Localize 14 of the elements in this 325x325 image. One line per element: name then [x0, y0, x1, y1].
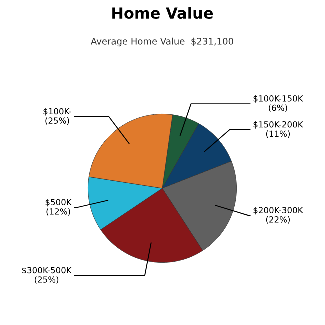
slice-label: $100K-	[44, 108, 72, 116]
slice-label: $300K-500K	[22, 267, 72, 275]
chart-title: Home Value	[112, 7, 214, 20]
data-label: (12%)	[46, 208, 70, 216]
data-label: (25%)	[46, 118, 70, 125]
chart-subtitle: Average Home Value $231,100	[91, 38, 234, 47]
slice-label: $150K-200K	[254, 121, 304, 129]
data-label: (11%)	[266, 130, 290, 138]
slice-label: $500K	[46, 199, 72, 207]
data-label: (25%)	[34, 276, 59, 284]
data-label: (6%)	[269, 104, 288, 112]
slice-label: $200K-300K	[254, 207, 304, 215]
slice-label: $100K-150K	[254, 95, 304, 103]
data-label: (22%)	[266, 216, 290, 224]
